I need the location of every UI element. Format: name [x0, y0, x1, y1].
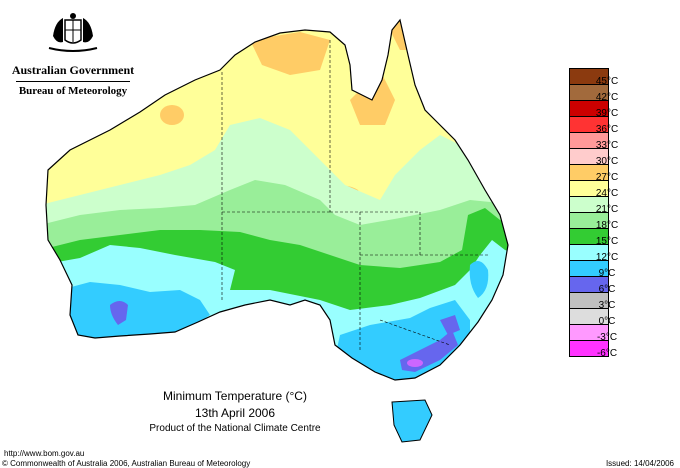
legend-label: 33°C	[595, 140, 619, 151]
tasmania	[391, 399, 433, 443]
map-product: Product of the National Climate Centre	[149, 423, 321, 434]
legend-label: 6°C	[598, 284, 616, 295]
legend-swatch	[570, 101, 608, 117]
zone-6c-ne	[440, 315, 460, 335]
zone-9c	[60, 282, 210, 340]
legend-label: 0°C	[598, 316, 616, 327]
legend-swatch	[570, 341, 608, 356]
legend-swatch	[570, 133, 608, 149]
legend-label: 12°C	[595, 252, 619, 263]
legend-swatch	[570, 277, 608, 293]
legend-label: 15°C	[595, 236, 619, 247]
legend-label: 18°C	[595, 220, 619, 231]
legend-swatch	[570, 197, 608, 213]
legend-swatch	[570, 117, 608, 133]
legend-label: 9°C	[598, 268, 616, 279]
legend-swatch	[570, 85, 608, 101]
legend-label: -3°C	[596, 332, 618, 343]
legend-swatch	[570, 165, 608, 181]
legend-swatch	[570, 325, 608, 341]
zone-27c-kimberley-2	[160, 105, 184, 125]
zone-27c-kimberley	[250, 32, 330, 75]
legend-swatch	[570, 309, 608, 325]
legend-label: 42°C	[595, 92, 619, 103]
legend-label: 39°C	[595, 108, 619, 119]
coat-of-arms-icon	[48, 13, 98, 52]
government-logo: Australian Government Bureau of Meteorol…	[8, 12, 138, 97]
issued-date: Issued: 14/04/2006	[605, 459, 674, 468]
org-line-2: Bureau of Meteorology	[18, 85, 128, 97]
color-legend	[569, 68, 609, 357]
legend-label: 3°C	[598, 300, 616, 311]
legend-label: 27°C	[595, 172, 619, 183]
legend-label: 30°C	[595, 156, 619, 167]
legend-label: 45°C	[595, 76, 619, 87]
legend-label: 24°C	[595, 188, 619, 199]
divider	[16, 81, 130, 82]
state-borders	[221, 40, 490, 350]
legend-swatch	[570, 181, 608, 197]
legend-labels: 45°C 42°C 39°C 36°C 33°C 30°C 27°C 24°C 21°C 18°C…	[576, 77, 636, 365]
org-line-1: Australian Government	[11, 63, 135, 77]
zone-minus3c-alpine	[407, 359, 423, 367]
legend-swatch	[570, 293, 608, 309]
legend-label: -6°C	[596, 348, 618, 359]
zone-9c-east	[469, 261, 489, 298]
zone-6c-sw	[110, 301, 128, 325]
legend-swatch	[570, 69, 608, 85]
legend-swatch	[570, 229, 608, 245]
legend-label: 36°C	[595, 124, 619, 135]
copyright: © Commonwealth of Australia 2006, Austra…	[2, 459, 251, 468]
website-link[interactable]: http://www.bom.gov.au	[4, 449, 85, 458]
map-date: 13th April 2006	[194, 406, 276, 420]
legend-swatch	[570, 261, 608, 277]
legend-swatch	[570, 213, 608, 229]
legend-label: 21°C	[595, 204, 619, 215]
map-title: Minimum Temperature (°C)	[163, 389, 307, 403]
legend-swatch	[570, 149, 608, 165]
legend-swatch	[570, 245, 608, 261]
